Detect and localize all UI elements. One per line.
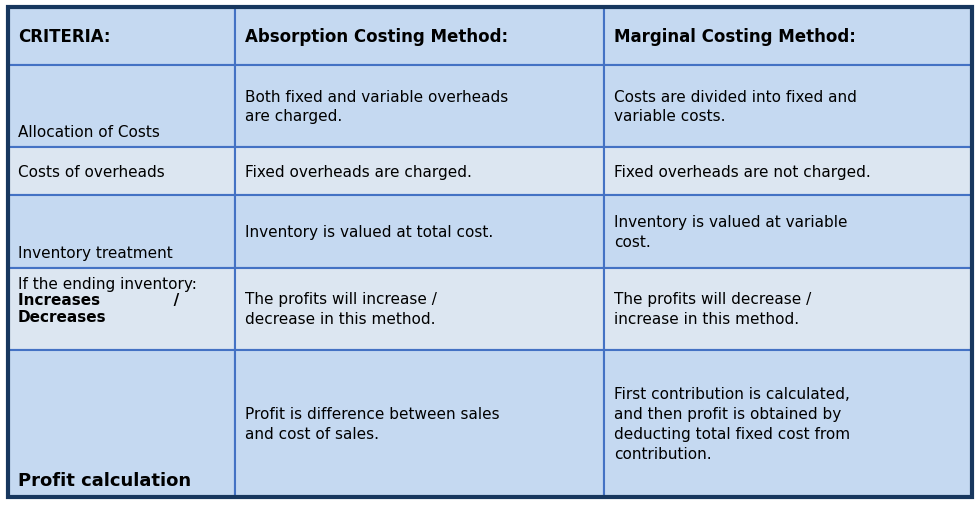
Text: The profits will decrease /
increase in this method.: The profits will decrease / increase in … [613,292,811,327]
Bar [8,8,234,66]
Bar [8,66,234,148]
Bar [604,8,972,66]
Text: Inventory is valued at variable
cost.: Inventory is valued at variable cost. [613,215,848,249]
Text: Profit calculation: Profit calculation [18,471,191,489]
Text: Decreases: Decreases [18,309,107,324]
Bar [234,196,604,268]
Bar [604,268,972,350]
Bar [234,8,604,66]
Text: Absorption Costing Method:: Absorption Costing Method: [245,28,508,46]
Text: Fixed overheads are not charged.: Fixed overheads are not charged. [613,164,870,179]
Bar [234,350,604,497]
Text: Costs are divided into fixed and
variable costs.: Costs are divided into fixed and variabl… [613,89,857,124]
Text: First contribution is calculated,
and then profit is obtained by
deducting total: First contribution is calculated, and th… [613,386,850,461]
Text: If the ending inventory:: If the ending inventory: [18,276,197,291]
Text: Costs of overheads: Costs of overheads [18,164,165,179]
Bar [8,196,234,268]
Text: Both fixed and variable overheads
are charged.: Both fixed and variable overheads are ch… [245,89,508,124]
Text: Profit is difference between sales
and cost of sales.: Profit is difference between sales and c… [245,407,499,441]
Bar [8,148,234,196]
Text: Fixed overheads are charged.: Fixed overheads are charged. [245,164,471,179]
Bar [604,196,972,268]
Text: CRITERIA:: CRITERIA: [18,28,111,46]
Bar [604,148,972,196]
Bar [234,268,604,350]
Bar [8,350,234,497]
Bar [8,268,234,350]
Text: Inventory is valued at total cost.: Inventory is valued at total cost. [245,225,493,239]
Bar [234,148,604,196]
Bar [604,350,972,497]
Text: The profits will increase /
decrease in this method.: The profits will increase / decrease in … [245,292,436,327]
Text: Allocation of Costs: Allocation of Costs [18,125,160,140]
Text: Marginal Costing Method:: Marginal Costing Method: [613,28,856,46]
Bar [604,66,972,148]
Bar [234,66,604,148]
Text: Increases              /: Increases / [18,292,179,308]
Text: Inventory treatment: Inventory treatment [18,245,172,260]
